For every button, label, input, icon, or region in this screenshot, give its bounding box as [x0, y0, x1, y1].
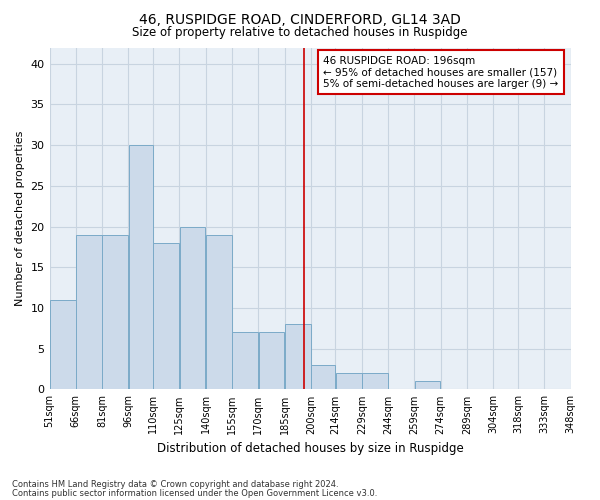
Bar — [232, 332, 258, 390]
Y-axis label: Number of detached properties: Number of detached properties — [15, 131, 25, 306]
Bar — [415, 382, 440, 390]
Bar — [311, 365, 335, 390]
Text: 46, RUSPIDGE ROAD, CINDERFORD, GL14 3AD: 46, RUSPIDGE ROAD, CINDERFORD, GL14 3AD — [139, 12, 461, 26]
Bar — [76, 234, 102, 390]
Bar — [259, 332, 284, 390]
Bar — [362, 373, 388, 390]
Bar — [153, 243, 179, 390]
Bar — [179, 226, 205, 390]
Bar — [103, 234, 128, 390]
Text: Size of property relative to detached houses in Ruspidge: Size of property relative to detached ho… — [132, 26, 468, 39]
Text: 46 RUSPIDGE ROAD: 196sqm
← 95% of detached houses are smaller (157)
5% of semi-d: 46 RUSPIDGE ROAD: 196sqm ← 95% of detach… — [323, 56, 559, 89]
Text: Contains HM Land Registry data © Crown copyright and database right 2024.: Contains HM Land Registry data © Crown c… — [12, 480, 338, 489]
Bar — [336, 373, 362, 390]
Bar — [129, 145, 153, 390]
Bar — [285, 324, 311, 390]
X-axis label: Distribution of detached houses by size in Ruspidge: Distribution of detached houses by size … — [157, 442, 463, 455]
Bar — [206, 234, 232, 390]
Text: Contains public sector information licensed under the Open Government Licence v3: Contains public sector information licen… — [12, 488, 377, 498]
Bar — [50, 300, 76, 390]
